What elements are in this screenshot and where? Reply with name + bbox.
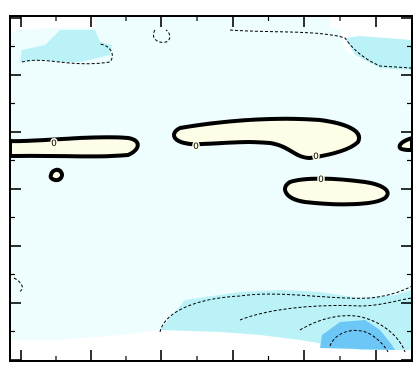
dashed-contour-bottom-outer: [159, 285, 412, 333]
blank-region-top-left: [10, 16, 95, 32]
positive-region-lower-right: [283, 176, 390, 207]
contour-label-center: 0: [193, 142, 199, 152]
positive-region-center: [172, 116, 361, 160]
dashed-contour-top-right: [229, 29, 412, 69]
contour-label-lower-right: 0: [318, 175, 324, 185]
negative-region-bottom-deep: [320, 320, 395, 350]
dashed-contour-left-edge: [13, 277, 23, 293]
dashed-contour-bottom-inner-2: [299, 315, 406, 353]
dashed-contour-bottom-inner-1: [239, 297, 412, 321]
positive-region-left: [10, 135, 140, 159]
contour-label-right: 0: [313, 152, 319, 162]
negative-region-top-left: [20, 30, 112, 62]
positive-region-right-edge: [397, 136, 412, 152]
axis-ticks: [10, 16, 412, 361]
positive-region-small-loop: [48, 167, 65, 183]
dashed-contour-bottom-inner-3: [329, 330, 389, 353]
contour-label-left: 0: [51, 139, 57, 149]
dashed-contour-top-center: [152, 29, 171, 43]
blank-region-bottom: [10, 320, 412, 361]
negative-region-top-right: [345, 36, 412, 70]
